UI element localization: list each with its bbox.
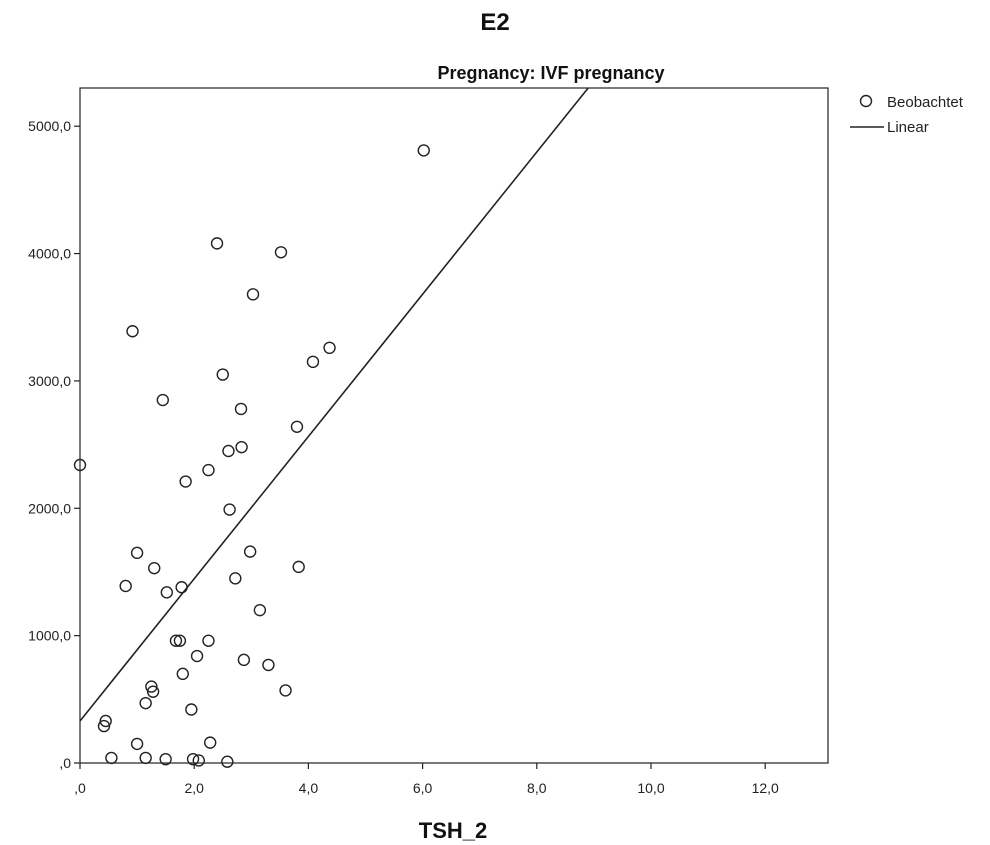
data-point [202, 463, 215, 477]
data-point [235, 440, 248, 454]
data-point [210, 237, 224, 250]
data-point [274, 246, 288, 259]
x-axis-label: TSH_2 [419, 818, 487, 843]
data-point [292, 560, 305, 574]
y-tick-label: 3000,0 [28, 373, 71, 389]
y-tick-label: 4000,0 [28, 246, 71, 262]
data-point [119, 579, 132, 593]
data-point [97, 719, 111, 733]
data-point [176, 667, 189, 681]
data-point [203, 736, 217, 749]
y-axis: ,0 1000,0 2000,0 3000,0 4000,0 5000,0 [28, 118, 80, 771]
data-point [229, 572, 242, 585]
data-point [216, 368, 229, 381]
data-point [262, 658, 275, 672]
x-tick-label: ,0 [74, 780, 86, 796]
data-point [105, 751, 118, 765]
data-point [160, 586, 173, 599]
data-point [130, 546, 144, 560]
data-point [290, 420, 304, 433]
data-point [279, 684, 292, 697]
linear-fit-layer [80, 88, 589, 722]
data-point [169, 634, 183, 647]
data-point [146, 685, 160, 698]
plot-area-frame [79, 87, 829, 764]
data-point [323, 341, 336, 355]
linear-fit-line [80, 88, 589, 722]
x-tick-label: 12,0 [752, 780, 779, 796]
data-point [221, 755, 234, 768]
data-point [243, 545, 257, 558]
data-point [148, 561, 161, 575]
legend-label-observed: Beobachtet [887, 94, 964, 111]
data-point [139, 751, 152, 765]
legend-circle-icon [859, 94, 873, 108]
x-axis: ,0 2,0 4,0 6,0 8,0 10,0 12,0 [74, 763, 779, 796]
data-point [190, 649, 204, 663]
legend: Beobachtet Linear [850, 94, 964, 136]
data-point [234, 402, 248, 416]
data-point [156, 393, 169, 407]
data-point [253, 603, 267, 617]
y-tick-label: 2000,0 [28, 500, 71, 516]
data-point [223, 503, 236, 516]
data-point [175, 581, 188, 594]
y-tick-label: 5000,0 [28, 118, 71, 134]
data-point [237, 653, 251, 667]
data-point [145, 680, 158, 693]
chart-subtitle: Pregnancy: IVF pregnancy [437, 63, 664, 83]
data-point [186, 752, 200, 766]
legend-label-linear: Linear [887, 119, 929, 136]
data-point [202, 634, 215, 647]
data-point [139, 696, 152, 710]
data-point [306, 355, 320, 369]
x-tick-label: 2,0 [184, 780, 204, 796]
data-point [192, 754, 205, 767]
data-point [73, 458, 87, 472]
y-tick-label: 1000,0 [28, 628, 71, 644]
x-tick-label: 8,0 [527, 780, 547, 796]
x-tick-label: 10,0 [637, 780, 664, 796]
x-tick-label: 4,0 [299, 780, 319, 796]
data-point [159, 752, 172, 766]
data-point [179, 475, 192, 488]
data-point [130, 737, 144, 751]
data-point [417, 144, 430, 157]
observed-points-layer [73, 144, 430, 768]
data-point [222, 444, 235, 458]
data-point [173, 634, 187, 647]
data-point [126, 325, 139, 338]
chart-title: E2 [480, 9, 509, 36]
data-point [246, 288, 260, 301]
x-tick-label: 6,0 [413, 780, 433, 796]
data-point [99, 714, 112, 728]
y-tick-label: ,0 [59, 755, 71, 771]
data-point [185, 703, 198, 716]
